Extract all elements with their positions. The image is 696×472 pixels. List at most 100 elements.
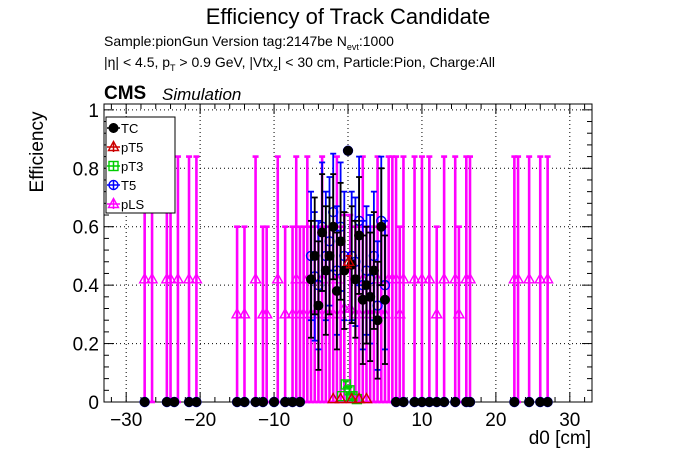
data-point (398, 397, 409, 407)
data-point (334, 392, 347, 404)
cuts-part-a: |η| < 4.5, p (104, 54, 171, 70)
legend-label: pT5 (121, 140, 143, 155)
legend-entry-pls: pLS (107, 197, 144, 212)
x-axis-label: d0 [cm] (528, 428, 591, 449)
x-tick-label: 10 (411, 410, 432, 431)
data-point (278, 307, 292, 319)
data-point (465, 397, 475, 407)
data-point (379, 294, 390, 305)
legend-entry-pt3: pT3 (107, 159, 143, 174)
chart-title: Efficiency of Track Candidate (205, 4, 491, 29)
data-point (524, 397, 535, 407)
cuts-sub-t: T (170, 62, 176, 73)
legend-marker (107, 197, 120, 209)
data-point (271, 272, 284, 284)
x-tick-label: −10 (258, 410, 290, 431)
data-point (139, 397, 150, 407)
data-point (138, 272, 151, 284)
cuts-sub-z: z (273, 62, 278, 73)
legend-marker (108, 123, 119, 133)
data-point (509, 397, 520, 407)
legend: TC pT5 pT3 T5 pLS (105, 116, 176, 214)
data-point (239, 397, 250, 407)
data-point (313, 300, 324, 311)
data-point (542, 397, 553, 407)
data-point (450, 397, 461, 407)
series-t5 (139, 145, 553, 408)
sample-info: Sample:pionGun Version tag:2147be Nevt:1… (104, 33, 394, 52)
data-point (343, 145, 353, 156)
simulation-label: Simulation (162, 85, 242, 104)
y-tick-label: 0.2 (73, 335, 99, 356)
series-pt5 (327, 254, 373, 404)
x-tick-label: −30 (110, 410, 142, 431)
data-point (344, 301, 357, 313)
data-point (415, 272, 429, 284)
data-point (230, 307, 244, 319)
legend-label: pLS (121, 197, 144, 212)
sample-info-sub: evt (346, 41, 359, 52)
data-point (430, 307, 443, 319)
data-point (328, 221, 339, 232)
data-point (294, 397, 305, 407)
data-point (345, 392, 358, 404)
data-point (260, 307, 273, 319)
x-tick-label: 0 (343, 410, 354, 431)
data-point (423, 272, 436, 284)
x-tick-label: −20 (184, 410, 216, 431)
y-tick-label: 0 (88, 393, 99, 414)
series-pls (138, 155, 554, 404)
legend-marker (108, 179, 119, 191)
data-point (397, 272, 410, 284)
y-tick-label: 0.8 (73, 159, 99, 180)
data-point (342, 254, 355, 266)
y-tick-label: 0.6 (73, 218, 99, 239)
data-point (249, 272, 262, 284)
legend-entry-pt5: pT5 (107, 140, 143, 155)
data-point (408, 272, 421, 284)
data-point (452, 307, 466, 319)
data-point (327, 392, 340, 404)
data-point (340, 379, 351, 390)
legend-label: TC (121, 121, 138, 136)
data-point (352, 392, 366, 404)
y-tick-label: 1 (88, 101, 99, 122)
data-point (437, 272, 451, 284)
x-tick-label: 20 (485, 410, 506, 431)
series-tc (139, 145, 553, 407)
data-point (372, 315, 383, 326)
data-point (534, 272, 547, 284)
cuts-part-b: > 0.9 GeV, |Vtx (175, 54, 274, 70)
data-point (145, 272, 159, 284)
data-point (191, 397, 202, 407)
data-point (522, 272, 536, 284)
data-point (182, 272, 196, 284)
sample-info-text: Sample:pionGun Version tag:2147be N (104, 33, 347, 49)
data-point (190, 272, 203, 284)
sample-info-count: :1000 (358, 33, 394, 49)
data-point (257, 397, 268, 407)
legend-entry-tc: TC (107, 121, 138, 136)
selection-cuts: |η| < 4.5, pT > 0.9 GeV, |Vtxz| < 30 cm,… (104, 54, 495, 73)
data-point (463, 272, 477, 284)
data-point (541, 272, 554, 284)
data-point (344, 385, 355, 396)
data-point (336, 390, 348, 402)
data-point (376, 221, 387, 232)
data-point (439, 397, 450, 407)
legend-label: T5 (121, 178, 136, 193)
legend-entry-t5: T5 (107, 178, 136, 193)
data-point (238, 307, 251, 319)
y-tick-label: 0.4 (73, 276, 100, 297)
data-point (164, 272, 177, 284)
legend-label: pT3 (121, 159, 143, 174)
data-point (171, 272, 185, 284)
x-tick-label: 30 (559, 410, 580, 431)
cuts-part-c: | < 30 cm, Particle:Pion, Charge:All (277, 54, 495, 70)
data-point (511, 272, 525, 284)
legend-marker (107, 140, 120, 152)
data-point (269, 397, 280, 407)
data-point (360, 392, 373, 404)
legend-marker (108, 160, 119, 172)
